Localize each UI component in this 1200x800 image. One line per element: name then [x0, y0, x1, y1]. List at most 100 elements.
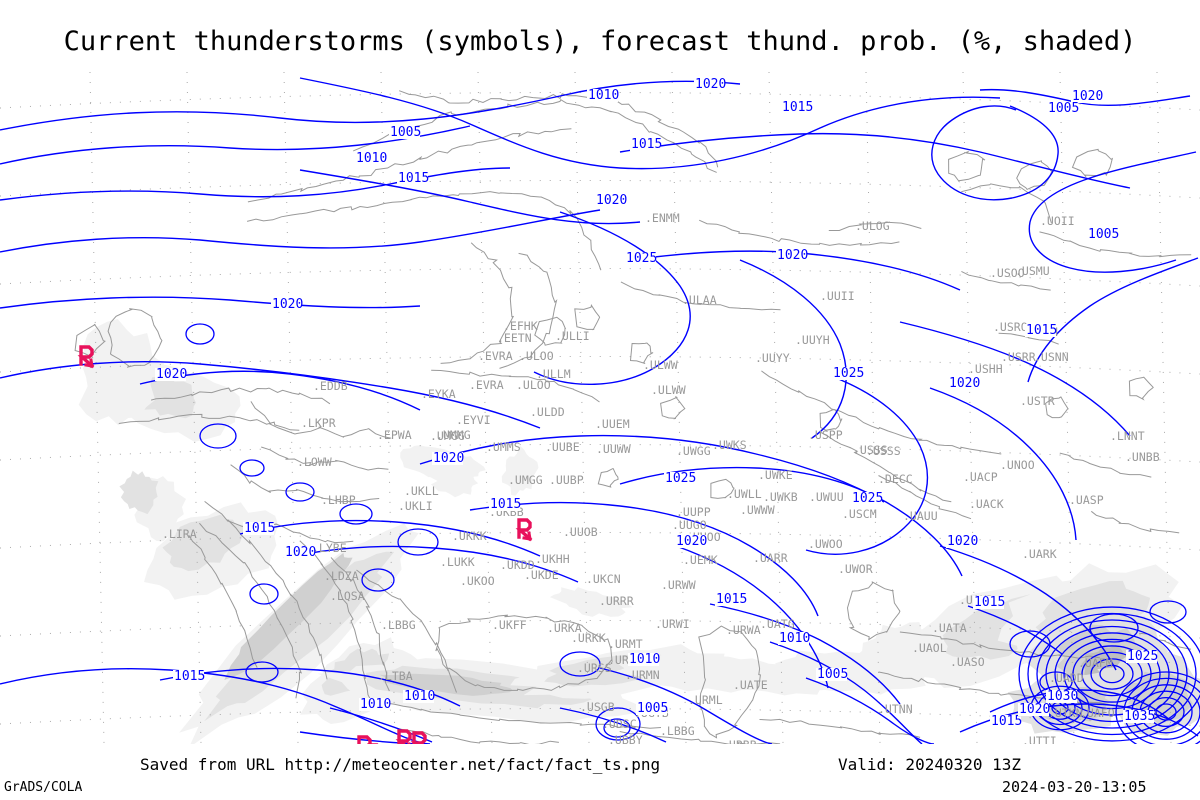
- coastline-path: [828, 221, 922, 231]
- station-label: .UTTI: [1022, 734, 1057, 744]
- isobar-label: 1010: [628, 652, 660, 667]
- isobar-label-text: 1010: [404, 689, 435, 704]
- coastline-path: [710, 478, 735, 499]
- isobar-line: [419, 434, 885, 503]
- label-mask: [432, 452, 463, 465]
- station-label: .UWKE: [758, 468, 793, 482]
- meridian-line: [283, 72, 299, 744]
- station-label: .EVRA: [469, 378, 504, 392]
- shading-region: [549, 587, 633, 617]
- isobar-label: 1020: [271, 297, 303, 312]
- isobar-line: [199, 423, 237, 449]
- isobar-label: 1015: [973, 595, 1005, 610]
- isobar-label: 1025: [832, 366, 864, 381]
- page-title: Current thunderstorms (symbols), forecas…: [63, 26, 1137, 57]
- station-label: .URKA: [547, 621, 582, 635]
- station-label: .URWI: [655, 617, 690, 631]
- station-label: .UWOR: [838, 562, 873, 576]
- station-label: .USRO: [993, 320, 1028, 334]
- coastline-path: [261, 446, 389, 471]
- isobar-label: 1020: [694, 77, 726, 92]
- station-label: .EDDB: [313, 379, 348, 393]
- isobar-line: [533, 211, 691, 385]
- station-label: .EPWA: [377, 428, 412, 442]
- coastline-path: [1090, 510, 1180, 534]
- isobar-line: [629, 250, 961, 291]
- isobar-label: 1020: [946, 534, 978, 549]
- station-label: .UUOB: [563, 525, 598, 539]
- isobar-line: [709, 603, 901, 705]
- isobar-layer: [0, 77, 1200, 744]
- station-label: .UUGO: [672, 518, 707, 532]
- label-mask: [155, 368, 186, 381]
- isobar-line: [239, 459, 265, 477]
- isobar-label-text: 1005: [637, 701, 668, 716]
- isobar-label: 1010: [359, 697, 391, 712]
- station-label: .LYBE: [312, 541, 347, 555]
- coastline-path: [499, 252, 558, 369]
- station-label: .LOWW: [297, 455, 332, 469]
- coastline-path: [574, 304, 601, 331]
- coastline-path: [330, 557, 390, 692]
- isobar-label-text: 1010: [356, 151, 387, 166]
- label-mask: [1047, 102, 1078, 115]
- isobar-label-text: 1020: [596, 193, 627, 208]
- station-label: .USRR: [1001, 350, 1036, 364]
- station-label: .ULWW: [651, 383, 686, 397]
- isobar-line: [299, 77, 1001, 170]
- isobar-label-text: 1025: [1127, 649, 1158, 664]
- isobar-line: [739, 259, 847, 439]
- thunderstorm-glyph-stroke: [77, 345, 95, 369]
- coastline-path: [698, 625, 761, 739]
- footer-credit: GrADS/COLA: [4, 780, 83, 795]
- isobar-label: 1025: [664, 471, 696, 486]
- isobar-label-text: 1015: [974, 595, 1005, 610]
- isobar-label: 1005: [1047, 101, 1079, 116]
- isobar-line: [1123, 677, 1200, 744]
- meridian-line: [962, 72, 978, 744]
- station-label: .UEMK: [683, 553, 718, 567]
- station-label: .LQSA: [330, 589, 365, 603]
- station-label: .LDZA: [324, 569, 359, 583]
- thunderstorm-glyph-stroke: [357, 735, 372, 744]
- isobar-line: [559, 651, 601, 677]
- station-label: .UUBP: [549, 473, 584, 487]
- thunderstorm-symbol-layer: [77, 345, 533, 744]
- isobar-line: [1063, 638, 1161, 710]
- map-plot-area[interactable]: .ENMM .ULOG .UOII .ULAA .UUII .USOO .USMU .EFHK…: [0, 72, 1200, 744]
- isobar-label-text: 1010: [588, 88, 619, 103]
- isobar-line: [805, 377, 929, 555]
- meridian-line: [186, 72, 202, 744]
- isobar-line: [595, 707, 641, 741]
- isobar-label: 1015: [1025, 323, 1057, 338]
- station-label: .UKDD: [500, 558, 535, 572]
- station-label: .LKPR: [301, 416, 336, 430]
- coastline-path: [660, 396, 686, 420]
- isobar-line: [1028, 151, 1197, 273]
- footer-timestamp: 2024-03-20-13:05: [1002, 778, 1147, 796]
- station-label: .URKK: [571, 631, 606, 645]
- coastline-path: [597, 468, 619, 488]
- thunderstorm-symbol: [515, 518, 533, 542]
- isobar-line: [397, 528, 439, 556]
- isobar-line: [559, 707, 667, 743]
- coastline-path: [227, 519, 328, 680]
- station-label: .USSS: [866, 444, 901, 458]
- parallel-line: [0, 619, 1200, 639]
- isobar-label: 1010: [778, 631, 810, 646]
- label-mask: [284, 546, 315, 559]
- coastline-path: [961, 270, 1051, 291]
- station-label: .DECC: [878, 472, 913, 486]
- thunderstorm-symbol: [77, 345, 95, 369]
- station-label: .USCM: [842, 507, 877, 521]
- meridian-line: [574, 72, 590, 744]
- station-label: .UNBB: [1125, 450, 1160, 464]
- isobar-line: [1089, 613, 1139, 643]
- isobar-label: 1025: [1126, 649, 1158, 664]
- coastline-path: [353, 98, 717, 173]
- isobar-line: [1115, 671, 1200, 744]
- coastline-path: [356, 569, 457, 693]
- isobar-line: [283, 545, 579, 583]
